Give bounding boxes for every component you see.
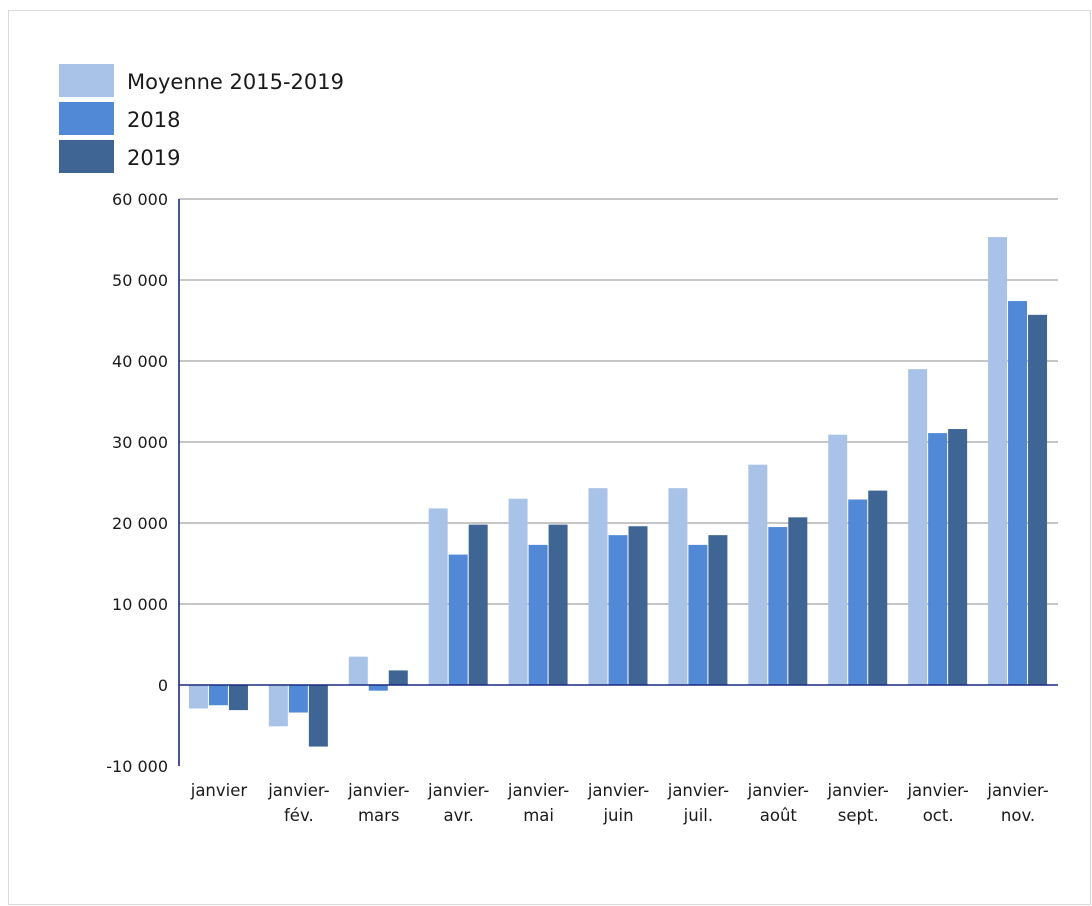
bar <box>348 656 368 685</box>
bar <box>528 544 548 685</box>
axis-layer <box>178 199 1058 766</box>
y-tick-label: 60 000 <box>112 190 168 209</box>
bar <box>928 433 948 685</box>
label-layer: -10 000 0 10 000 20 000 30 000 40 000 50 000 60… <box>106 190 1049 825</box>
bar <box>228 685 248 711</box>
legend-swatch <box>59 102 114 135</box>
bar <box>668 488 688 685</box>
x-tick-label: janvier- <box>267 781 329 800</box>
bar <box>628 526 648 685</box>
x-tick-label: nov. <box>1001 806 1035 825</box>
legend-swatch <box>59 140 114 173</box>
x-tick-label: fév. <box>284 806 314 825</box>
x-tick-label: janvier <box>190 781 248 800</box>
y-tick-label: 30 000 <box>112 433 168 452</box>
bar <box>708 535 728 685</box>
bar <box>428 508 448 685</box>
bar <box>368 685 388 691</box>
bar <box>448 554 468 685</box>
x-tick-label: sept. <box>838 806 879 825</box>
bar <box>548 524 568 685</box>
y-tick-label: 10 000 <box>112 595 168 614</box>
bar <box>1008 301 1028 685</box>
bar <box>748 464 768 685</box>
bar <box>188 685 208 709</box>
x-tick-label: oct. <box>923 806 954 825</box>
bar <box>908 369 928 685</box>
bar <box>828 434 848 685</box>
x-tick-label: janvier- <box>986 781 1048 800</box>
bar <box>588 488 608 685</box>
bar <box>468 524 488 685</box>
x-tick-label: mars <box>358 806 400 825</box>
x-tick-label: juil. <box>683 806 713 825</box>
x-tick-label: janvier- <box>347 781 409 800</box>
y-tick-label: 50 000 <box>112 271 168 290</box>
bar <box>268 685 288 727</box>
bar <box>388 670 408 685</box>
legend-label: 2018 <box>127 108 180 132</box>
bar <box>948 429 968 685</box>
bar <box>688 544 708 685</box>
x-tick-label: mai <box>523 806 554 825</box>
legend-label: 2019 <box>127 146 180 170</box>
bar <box>508 498 528 685</box>
x-tick-label: janvier- <box>747 781 809 800</box>
bar <box>608 535 628 685</box>
x-tick-label: juin <box>602 806 633 825</box>
x-tick-label: janvier- <box>587 781 649 800</box>
x-tick-label: janvier- <box>507 781 569 800</box>
bar <box>208 685 228 706</box>
x-tick-label: janvier- <box>667 781 729 800</box>
bar <box>1028 314 1048 685</box>
bar <box>768 527 788 685</box>
y-tick-label: 20 000 <box>112 514 168 533</box>
x-tick-label: avr. <box>443 806 473 825</box>
x-tick-label: janvier- <box>827 781 889 800</box>
bar <box>308 685 328 747</box>
bar <box>868 490 888 685</box>
legend-swatch <box>59 64 114 97</box>
legend-label: Moyenne 2015-2019 <box>127 70 344 94</box>
y-tick-label: 0 <box>158 676 168 695</box>
x-tick-label: août <box>760 806 798 825</box>
y-tick-label: 40 000 <box>112 352 168 371</box>
x-tick-label: janvier- <box>427 781 489 800</box>
legend: Moyenne 2015-2019 2018 2019 <box>59 64 344 173</box>
x-tick-label: janvier- <box>906 781 968 800</box>
bar <box>288 685 308 713</box>
bar <box>848 499 868 685</box>
bar <box>988 237 1008 685</box>
y-tick-label: -10 000 <box>106 757 168 776</box>
bar-layer <box>188 237 1048 747</box>
bar <box>788 517 808 685</box>
